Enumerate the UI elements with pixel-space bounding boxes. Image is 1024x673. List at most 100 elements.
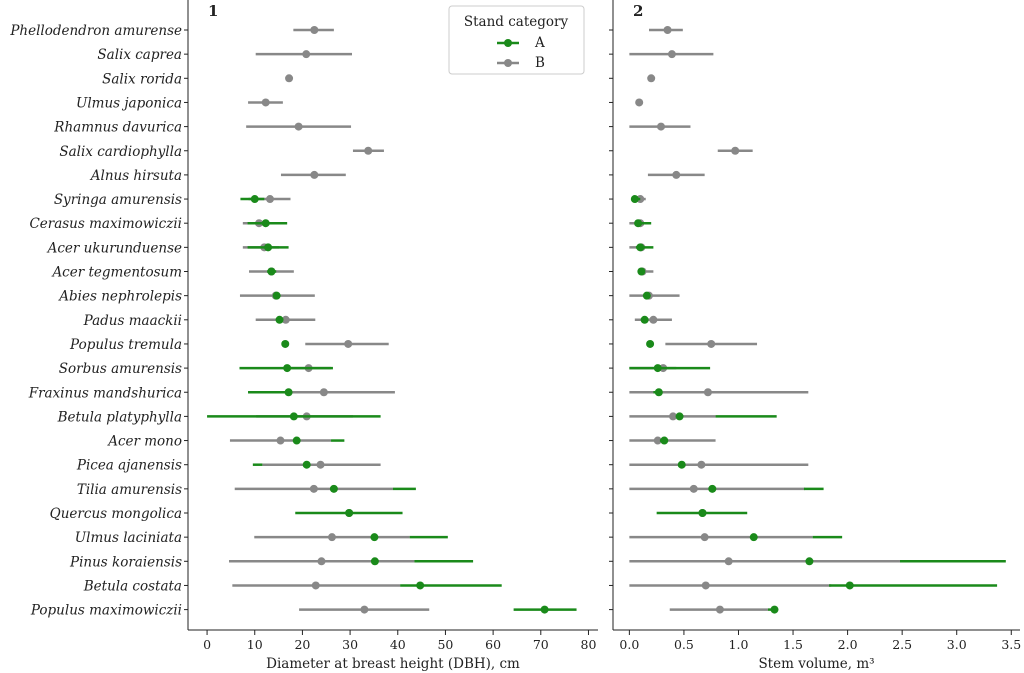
- mean-point-b: [707, 339, 716, 348]
- mean-point-b: [276, 436, 285, 445]
- legend-frame: [448, 5, 585, 75]
- mean-point-a: [749, 533, 758, 542]
- species-label: Cerasus maximowiczii: [29, 216, 182, 232]
- mean-point-a: [770, 605, 779, 614]
- species-label: Abies nephrolepis: [57, 289, 182, 305]
- mean-point-b: [672, 170, 681, 179]
- species-label: Sorbus amurensis: [59, 361, 182, 377]
- mean-point-a: [698, 509, 707, 517]
- mean-point-a: [640, 315, 649, 324]
- species-label: Syringa amurensis: [54, 192, 182, 208]
- x-tick-label: 0: [203, 637, 211, 652]
- mean-point-a: [805, 557, 814, 566]
- mean-point-a: [845, 581, 854, 590]
- species-label: Populus tremula: [69, 337, 182, 353]
- legend-title: Stand category: [464, 14, 569, 30]
- mean-point-b: [266, 195, 274, 204]
- mean-point-b: [731, 146, 740, 155]
- panel-label: 1: [208, 2, 218, 20]
- x-tick-label: 30: [342, 637, 358, 652]
- mean-point-b: [715, 605, 724, 614]
- mean-point-a: [275, 315, 284, 324]
- x-tick-label: 80: [581, 637, 597, 652]
- species-label: Ulmus laciniata: [75, 530, 182, 546]
- species-label: Rhamnus davurica: [53, 120, 182, 136]
- mean-point-b: [311, 581, 320, 590]
- mean-point-a: [370, 557, 379, 566]
- legend-label-a: A: [534, 35, 545, 51]
- panel-stem-volume: 0.0 0.5 1.0 1.5 2.0 2.5 3.0 3.5 Stem volume, m³ 2: [609, 0, 1021, 672]
- species-label: Betula platyphylla: [57, 409, 182, 425]
- mean-point-b: [316, 460, 325, 469]
- x-tick-label: 1.5: [783, 637, 803, 652]
- mean-point-a: [267, 267, 276, 276]
- species-label: Acer tegmentosum: [50, 265, 182, 281]
- mean-point-a: [292, 436, 301, 445]
- species-label: Acer ukurunduense: [46, 240, 182, 256]
- mean-point-a: [642, 291, 651, 300]
- species-label: Ulmus japonica: [76, 95, 182, 111]
- x-tick-label: 70: [533, 637, 549, 652]
- species-label: Populus maximowiczii: [30, 603, 182, 619]
- mean-point-b: [701, 581, 710, 590]
- species-labels: Phellodendron amurense Salix caprea Salix …: [9, 23, 182, 619]
- x-tick-label: 2.0: [838, 637, 858, 652]
- mean-point-b: [360, 605, 369, 614]
- x-tick-label: 60: [485, 637, 501, 652]
- mean-point-b: [310, 26, 319, 34]
- mean-point-a: [654, 388, 663, 397]
- mean-point-a: [630, 195, 639, 204]
- legend-marker-a: [504, 39, 512, 47]
- x-tick-label: 3.5: [1001, 637, 1021, 652]
- species-label: Picea ajanensis: [76, 458, 182, 474]
- mean-point-a: [660, 436, 669, 445]
- species-label: Tilia amurensis: [77, 482, 182, 498]
- mean-point-b: [281, 315, 290, 324]
- mean-point-b: [285, 74, 294, 83]
- mean-point-a: [677, 460, 686, 469]
- x-tick-label: 1.0: [729, 637, 749, 652]
- mean-point-b: [327, 533, 336, 542]
- species-label: Phellodendron amurense: [9, 23, 182, 39]
- mean-point-a: [302, 460, 311, 469]
- x-tick-label: 2.5: [892, 637, 912, 652]
- legend: Stand category A B: [448, 5, 585, 75]
- species-label: Salix cardiophylla: [59, 144, 182, 160]
- x-tick-label: 0.0: [619, 637, 639, 652]
- mean-point-b: [309, 484, 318, 493]
- species-label: Fraxinus mandshurica: [28, 385, 182, 401]
- mean-point-a: [272, 291, 281, 300]
- mean-point-a: [264, 243, 273, 252]
- mean-point-a: [636, 243, 645, 252]
- mean-point-a: [634, 219, 643, 228]
- mean-point-b: [667, 50, 676, 59]
- x-tick-label: 3.0: [947, 637, 967, 652]
- panel-dbh: 0 10 20 30 40 50 60 70 80 Diameter at breast heig…: [184, 0, 598, 672]
- mean-point-b: [657, 122, 666, 131]
- mean-point-b: [364, 146, 373, 155]
- x-axis-label: Diameter at breast height (DBH), cm: [266, 656, 520, 672]
- species-label: Salix rorida: [102, 71, 182, 87]
- mean-point-b: [319, 388, 328, 397]
- mean-point-b: [689, 484, 698, 493]
- mean-point-a: [329, 484, 338, 493]
- species-label: Quercus mongolica: [50, 506, 182, 522]
- species-label: Acer mono: [106, 434, 182, 450]
- mean-point-b: [700, 533, 709, 542]
- mean-point-a: [281, 339, 290, 348]
- mean-point-b: [653, 436, 662, 445]
- mean-point-b: [344, 339, 353, 348]
- x-tick-label: 50: [437, 637, 453, 652]
- species-label: Betula costata: [83, 578, 182, 594]
- mean-point-a: [370, 533, 379, 542]
- x-tick-label: 40: [390, 637, 406, 652]
- legend-marker-b: [504, 59, 512, 67]
- mean-point-a: [284, 388, 293, 397]
- mean-point-b: [703, 388, 712, 397]
- mean-point-b: [310, 170, 319, 179]
- mean-point-a: [283, 364, 292, 373]
- mean-point-b: [317, 557, 326, 566]
- mean-point-b: [724, 557, 733, 566]
- species-label: Padus maackii: [83, 313, 182, 329]
